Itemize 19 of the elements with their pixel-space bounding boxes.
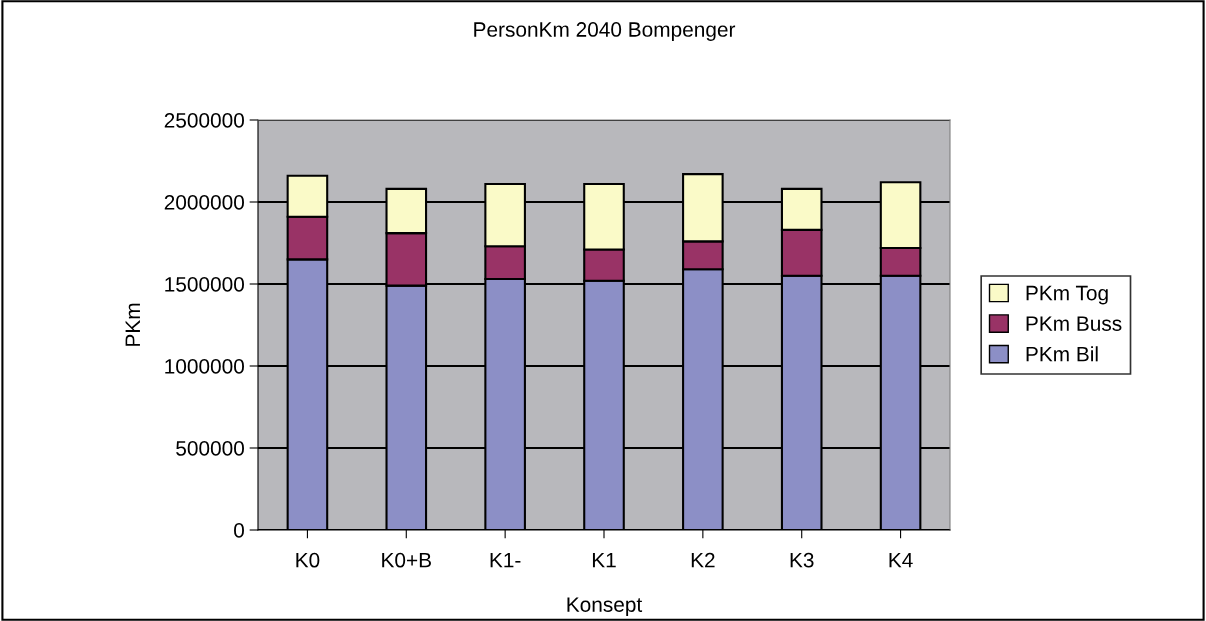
y-tick-label: 1000000: [165, 359, 244, 374]
x-tick-label: K0: [296, 552, 320, 568]
y-tick-label: 1500000: [165, 277, 244, 292]
x-tick-label: K0+B: [382, 552, 431, 568]
legend-label: PKm Tog: [1026, 285, 1108, 305]
y-axis-title: PKm: [125, 303, 140, 346]
y-tick-label: 0: [234, 523, 244, 538]
chart-title: PersonKm 2040 Bompenger: [474, 22, 736, 41]
x-tick-label: K2: [691, 552, 715, 568]
y-tick-label: 2500000: [164, 113, 244, 128]
x-tick-label: K1-: [490, 552, 521, 568]
x-tick-label: K4: [889, 552, 913, 568]
y-tick-label: 500000: [176, 441, 244, 456]
y-tick-label: 2000000: [164, 195, 244, 210]
x-tick-label: K1: [592, 552, 616, 568]
x-tick-label: K3: [790, 552, 814, 568]
x-axis-title: Konsept: [567, 597, 643, 617]
legend-label: PKm Buss: [1026, 316, 1122, 331]
legend-label: PKm Bil: [1026, 346, 1098, 362]
